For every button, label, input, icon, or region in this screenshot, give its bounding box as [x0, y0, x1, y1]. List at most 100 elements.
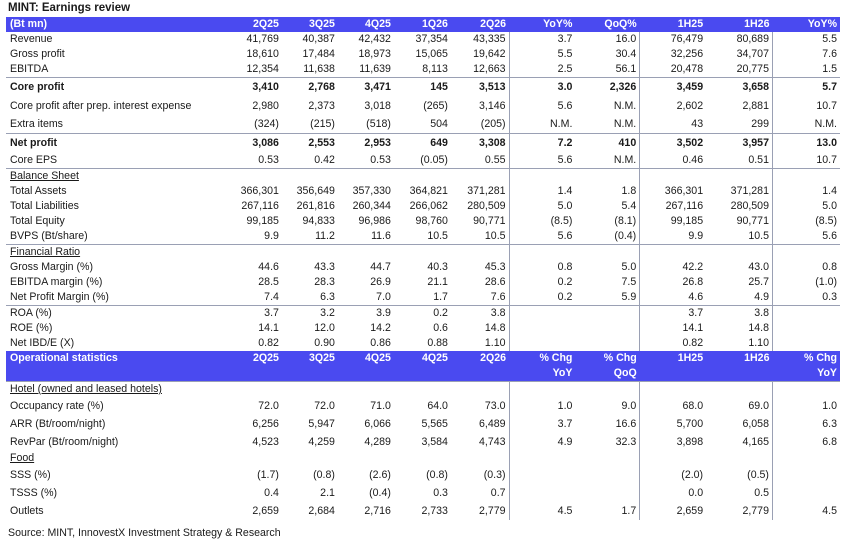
table-cell: 3,502: [639, 133, 707, 153]
table-cell: [575, 244, 640, 260]
table-cell: [338, 451, 394, 466]
table-cell: [508, 305, 576, 321]
table-cell: [575, 484, 639, 502]
table-cell: 3.9: [337, 305, 394, 321]
table-cell: [639, 451, 707, 466]
table-cell: 26.9: [370, 276, 391, 288]
table-cell: 6,489: [479, 418, 506, 430]
section-financial-ratio: Financial Ratio: [6, 244, 840, 260]
table-cell: 2,768: [281, 77, 338, 97]
table-cell: [771, 244, 840, 260]
table-cell: 5.0: [771, 199, 840, 214]
table-cell: [575, 168, 640, 184]
row-label: [6, 366, 226, 382]
row-label: Gross Margin (%): [10, 261, 93, 273]
row-label: Financial Ratio: [6, 244, 226, 260]
table-cell: 8,113: [422, 63, 448, 75]
row-label: Balance Sheet: [6, 168, 226, 184]
table-cell: 366,301: [240, 185, 279, 197]
table-cell: 261,816: [296, 200, 335, 212]
table-cell: [508, 321, 576, 336]
table-cell: 2Q26: [450, 17, 510, 32]
table-cell: 4.5: [508, 502, 576, 520]
table-cell: 356,649: [296, 185, 335, 197]
table-cell: [508, 168, 576, 184]
table-cell: 71.0: [370, 400, 391, 412]
row-label: TSSS (%): [10, 487, 58, 499]
table-cell: 18,610: [246, 48, 279, 60]
row-label: EBITDA margin (%): [10, 276, 103, 288]
table-cell: [281, 168, 338, 184]
row-label: Total Assets: [10, 185, 67, 197]
table-cell: 4,259: [308, 436, 335, 448]
table-cell: 0.46: [639, 153, 707, 169]
row-label: Revenue: [10, 33, 53, 45]
table-cell: 6.8: [771, 433, 840, 451]
table-cell: 0.2: [393, 305, 451, 321]
table-cell: [706, 451, 772, 466]
table-cell: 13.0: [771, 133, 840, 153]
table-cell: 0.51: [748, 154, 769, 166]
table-cell: 366,301: [639, 184, 707, 199]
table-cell: 20,478: [639, 62, 707, 78]
table-cell: 5.0: [621, 261, 637, 273]
table-cell: 2Q25: [225, 17, 282, 32]
table-cell: 4.9: [508, 433, 576, 451]
table-cell: 19,642: [473, 48, 506, 60]
table-cell: 371,281: [467, 185, 506, 197]
table-cell: 5,565: [421, 418, 448, 430]
ratio-row: Net Profit Margin (%) 7.4 6.3 7.0 1.7 7.6 0.2 5…: [6, 290, 840, 306]
table-cell: 45.3: [484, 261, 506, 273]
table-cell: 42.2: [639, 260, 707, 275]
table-cell: 1.7: [433, 291, 448, 303]
table-cell: 34,707: [736, 48, 769, 60]
table-cell: (0.8): [313, 469, 335, 481]
table-cell: 72.0: [258, 400, 279, 412]
table-cell: 1H25: [639, 351, 707, 366]
table-cell: (8.1): [614, 215, 637, 227]
table-cell: 2Q26: [450, 351, 510, 366]
table-cell: 4Q25: [337, 17, 394, 32]
table-cell: 7.0: [376, 291, 391, 303]
table-cell: 5.6: [508, 229, 576, 245]
earnings-row: Core profit 3,410 2,768 3,471 145 3,513 3.0 2,3…: [6, 77, 840, 97]
table-cell: 56.1: [615, 63, 637, 75]
table-cell: 14.8: [484, 322, 506, 334]
table-cell: (8.5): [508, 214, 576, 229]
table-cell: 266,062: [409, 200, 448, 212]
table-cell: 5,700: [639, 415, 707, 433]
table-cell: 3,471: [337, 77, 394, 97]
table-cell: 2.5: [508, 62, 576, 78]
table-cell: [575, 381, 640, 397]
table-cell: [281, 366, 338, 382]
table-cell: [508, 336, 576, 351]
table-cell: (205): [480, 118, 506, 130]
table-cell: 17,484: [302, 48, 335, 60]
table-cell: 18,973: [358, 48, 391, 60]
table-cell: 12,663: [473, 63, 506, 75]
table-body: (Bt mn) 2Q25 3Q25 4Q25 1Q26 2Q26 YoY% QoQ% 1H25 1…: [6, 17, 840, 520]
table-cell: 6,066: [364, 418, 391, 430]
table-cell: N.M.: [508, 115, 576, 134]
table-cell: YoY: [772, 366, 840, 382]
table-cell: 12,354: [246, 63, 279, 75]
table-cell: (265): [423, 100, 448, 112]
table-cell: 26.8: [639, 275, 707, 290]
table-cell: 43,335: [473, 33, 506, 45]
table-cell: 5.6: [771, 229, 840, 245]
table-cell: 1.4: [508, 184, 576, 199]
table-cell: 4.5: [771, 502, 840, 520]
table-cell: 6.3: [320, 291, 335, 303]
table-cell: 299: [751, 118, 769, 130]
table-cell: N.M.: [613, 118, 637, 130]
row-label: Core profit after prep. interest expense: [10, 100, 192, 112]
return-row: ROA (%) 3.7 3.2 3.9 0.2 3.8 3.7 3.8: [6, 305, 840, 321]
table-cell: 410: [575, 133, 640, 153]
table-cell: 0.86: [370, 337, 391, 349]
food-row: TSSS (%) 0.4 2.1 (0.4) 0.3 0.7 0.0 0.5: [6, 484, 840, 502]
earnings-row: Core EPS 0.53 0.42 0.53 (0.05) 0.55 5.6 N.M. 0.4…: [6, 153, 840, 169]
table-cell: QoQ%: [575, 17, 640, 32]
table-cell: [771, 336, 840, 351]
table-cell: 0.8: [771, 260, 840, 275]
table-cell: [639, 244, 707, 260]
